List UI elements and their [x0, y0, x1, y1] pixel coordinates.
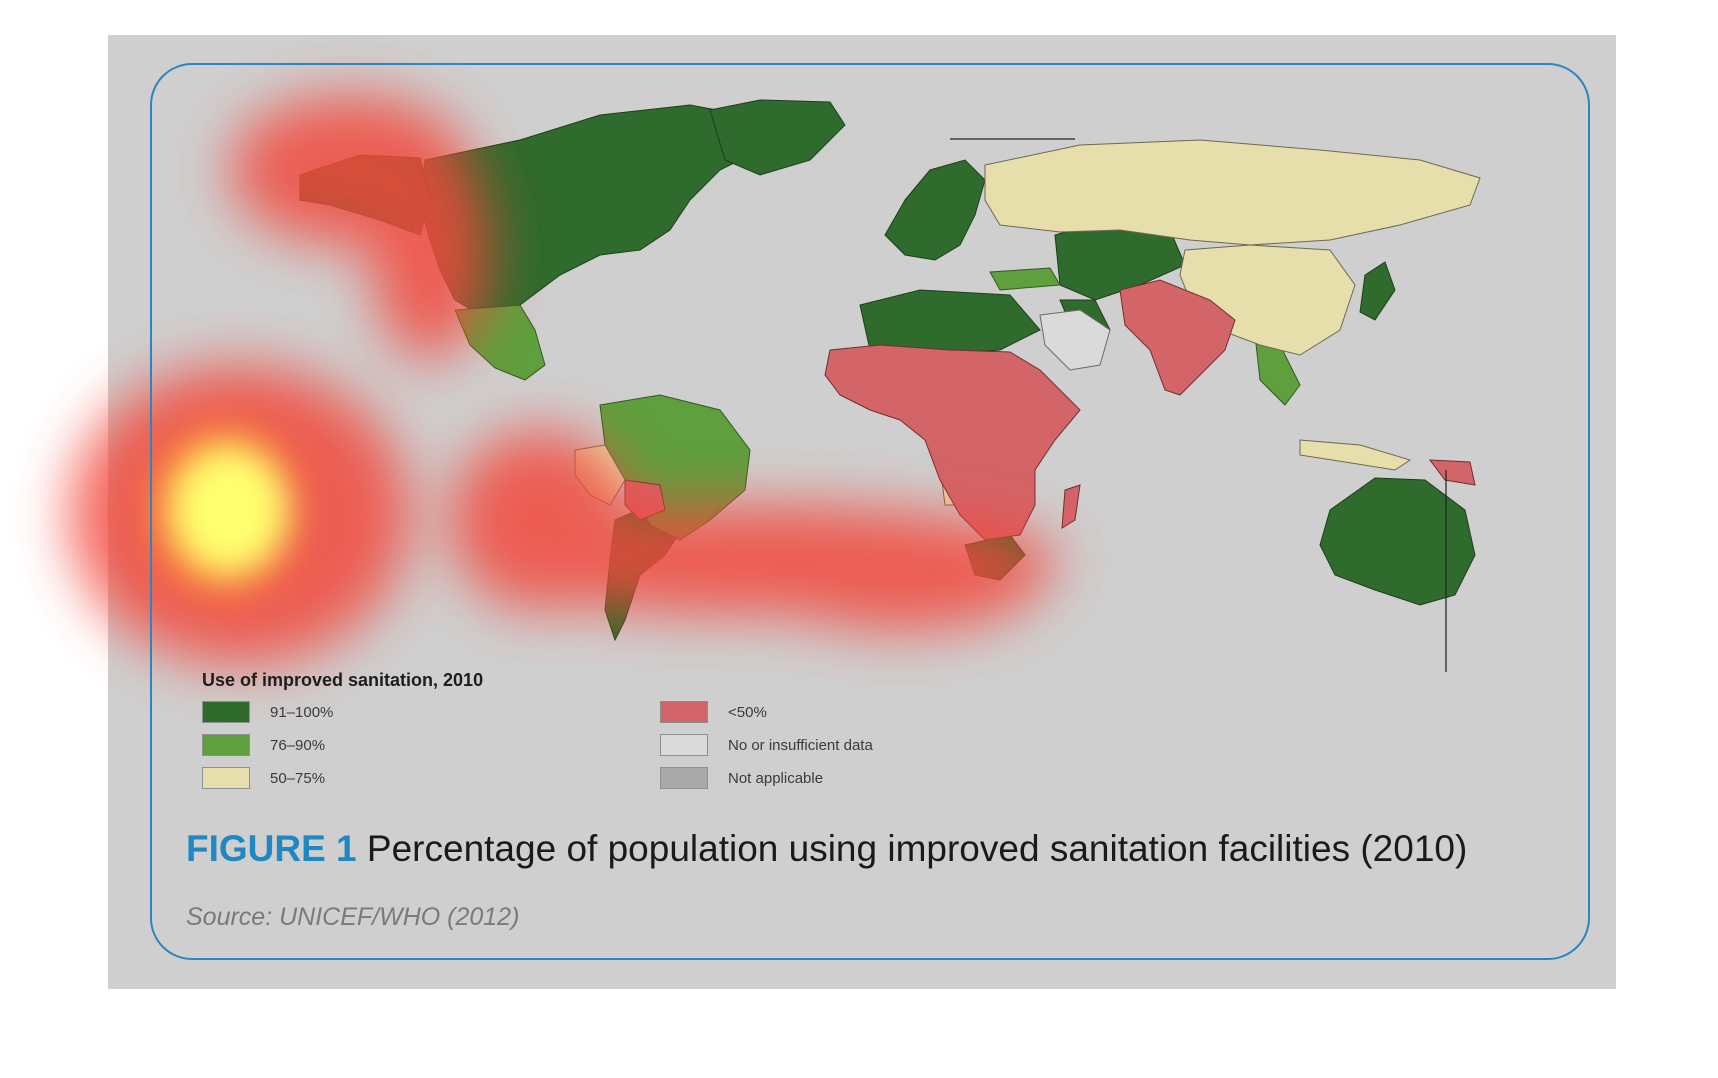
legend-label: 91–100%: [270, 703, 334, 721]
sub-saharan-africa: [824, 344, 1081, 541]
legend-item-50-75: 50–75%: [202, 767, 325, 789]
legend-swatch: [660, 701, 708, 723]
legend-swatch: [202, 767, 250, 789]
russia: [984, 139, 1481, 246]
figure-title: Percentage of population using improved …: [366, 828, 1468, 869]
legend-swatch: [202, 734, 250, 756]
legend-label: 50–75%: [270, 769, 326, 787]
japan: [1359, 261, 1396, 321]
legend-item-under-50: <50%: [660, 701, 767, 723]
mexico: [454, 304, 546, 381]
indonesia: [1299, 439, 1412, 471]
legend-title: Use of improved sanitation, 2010: [202, 670, 484, 690]
figure-frame: [150, 63, 1590, 960]
figure-caption: FIGURE 1 Percentage of population using …: [186, 828, 1467, 870]
legend-swatch: [660, 767, 708, 789]
region-91-100: [299, 99, 1476, 642]
legend-swatch: [660, 734, 708, 756]
papua-new-guinea: [1428, 459, 1476, 486]
legend-item-76-90: 76–90%: [202, 734, 325, 756]
greenland: [709, 99, 846, 176]
legend-label: 76–90%: [270, 736, 326, 754]
region-no-data: [1039, 309, 1111, 371]
arabian-peninsula: [1039, 309, 1111, 371]
turkey: [989, 267, 1061, 291]
south-asia: [1119, 279, 1236, 396]
madagascar: [1061, 484, 1081, 529]
europe-north: [884, 159, 986, 261]
australia: [1319, 477, 1476, 606]
legend-label: No or insufficient data: [728, 736, 873, 754]
legend-swatch: [202, 701, 250, 723]
legend-item-not-applicable: Not applicable: [660, 767, 823, 789]
legend-label: Not applicable: [728, 769, 824, 787]
attention-heatmap-overlay: [70, 95, 1060, 665]
legend-label: <50%: [728, 703, 767, 721]
figure-label: FIGURE 1: [186, 828, 357, 869]
region-76-90: [454, 267, 1301, 541]
legend-item-91-100: 91–100%: [202, 701, 333, 723]
legend-item-no-data: No or insufficient data: [660, 734, 873, 756]
figure-source: Source: UNICEF/WHO (2012): [186, 903, 520, 931]
